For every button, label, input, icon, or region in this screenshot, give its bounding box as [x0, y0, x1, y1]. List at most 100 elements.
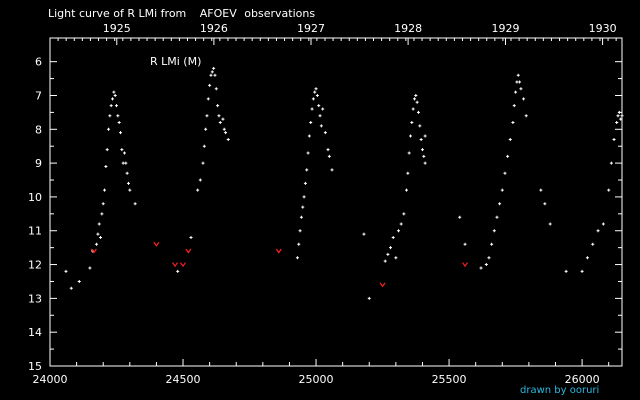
fainter-than-point — [180, 262, 187, 268]
observation-point — [416, 110, 420, 114]
series-label: R LMi (M) — [150, 55, 201, 68]
observation-point — [423, 134, 427, 138]
observation-point — [415, 100, 419, 104]
observation-point — [109, 104, 113, 108]
observation-point — [206, 97, 210, 101]
observation-point — [503, 171, 507, 175]
observation-point — [317, 104, 321, 108]
observation-point — [362, 232, 366, 236]
observation-point — [615, 121, 619, 125]
y-tick-label: 9 — [35, 157, 42, 170]
observation-point — [108, 114, 112, 118]
fainter-than-point — [153, 241, 160, 247]
observation-point — [487, 256, 491, 260]
observation-point — [397, 229, 401, 233]
observation-point — [217, 114, 221, 118]
fainter-than-point — [462, 262, 469, 268]
observation-point — [402, 212, 406, 216]
observation-point — [539, 188, 543, 192]
observation-point — [122, 151, 126, 155]
title-suffix: observations — [244, 7, 315, 20]
observation-point — [208, 83, 212, 87]
observation-point — [77, 279, 81, 283]
y-tick-label: 6 — [35, 56, 42, 69]
observation-point — [201, 161, 205, 165]
observation-point — [407, 151, 411, 155]
title-source: AFOEV — [200, 7, 237, 20]
observation-point — [202, 144, 206, 148]
observation-point — [105, 148, 109, 152]
observation-point — [609, 161, 613, 165]
year-tick-label: 1929 — [491, 22, 519, 35]
observation-point — [580, 269, 584, 273]
observation-point — [115, 104, 119, 108]
observation-point — [226, 137, 230, 141]
observation-point — [596, 229, 600, 233]
observation-point — [420, 148, 424, 152]
x-tick-label: 24000 — [33, 373, 68, 386]
title-prefix: Light curve of R LMi from — [48, 7, 186, 20]
year-tick-label: 1926 — [200, 22, 228, 35]
y-tick-label: 13 — [28, 292, 42, 305]
observation-point — [367, 296, 371, 300]
observation-point — [209, 73, 213, 77]
year-tick-label: 1927 — [297, 22, 325, 35]
observation-point — [95, 242, 99, 246]
observation-point — [498, 202, 502, 206]
observation-point — [121, 161, 125, 165]
data-marks — [64, 66, 624, 300]
observation-point — [104, 164, 108, 168]
observation-point — [198, 178, 202, 182]
y-tick-label: 10 — [28, 191, 42, 204]
y-tick-label: 8 — [35, 123, 42, 136]
x-tick-label: 24500 — [166, 373, 201, 386]
observation-point — [418, 124, 422, 128]
observation-point — [391, 236, 395, 240]
observation-point — [518, 80, 522, 84]
x-tick-label: 25000 — [299, 373, 334, 386]
observation-point — [303, 181, 307, 185]
observation-point — [512, 104, 516, 108]
observation-point — [88, 266, 92, 270]
observation-point — [330, 168, 334, 172]
observation-point — [305, 168, 309, 172]
observation-point — [213, 73, 217, 77]
observation-point — [297, 242, 301, 246]
y-tick-label: 7 — [35, 89, 42, 102]
observation-point — [524, 114, 528, 118]
observation-point — [176, 269, 180, 273]
observation-point — [591, 242, 595, 246]
observation-point — [315, 93, 319, 97]
observation-point — [495, 215, 499, 219]
observation-point — [419, 137, 423, 141]
observation-point — [107, 127, 111, 131]
observation-point — [205, 114, 209, 118]
observation-point — [319, 124, 323, 128]
y-tick-label: 14 — [28, 326, 42, 339]
observation-point — [323, 131, 327, 135]
observation-point — [299, 215, 303, 219]
observation-point — [617, 110, 621, 114]
observation-point — [327, 154, 331, 158]
observation-point — [116, 114, 120, 118]
observation-point — [64, 269, 68, 273]
observation-point — [224, 131, 228, 135]
observation-point — [508, 137, 512, 141]
observation-point — [125, 171, 129, 175]
observation-point — [405, 188, 409, 192]
observation-point — [410, 121, 414, 125]
observation-point — [386, 252, 390, 256]
observation-point — [311, 97, 315, 101]
observation-point — [117, 121, 121, 125]
observation-point — [124, 161, 128, 165]
observation-point — [214, 87, 218, 91]
observation-point — [514, 90, 518, 94]
observation-point — [321, 107, 325, 111]
x-tick-label: 26000 — [565, 373, 600, 386]
observation-point — [204, 127, 208, 131]
observation-point — [607, 188, 611, 192]
observation-point — [310, 107, 314, 111]
observation-point — [619, 117, 623, 121]
observation-point — [298, 229, 302, 233]
